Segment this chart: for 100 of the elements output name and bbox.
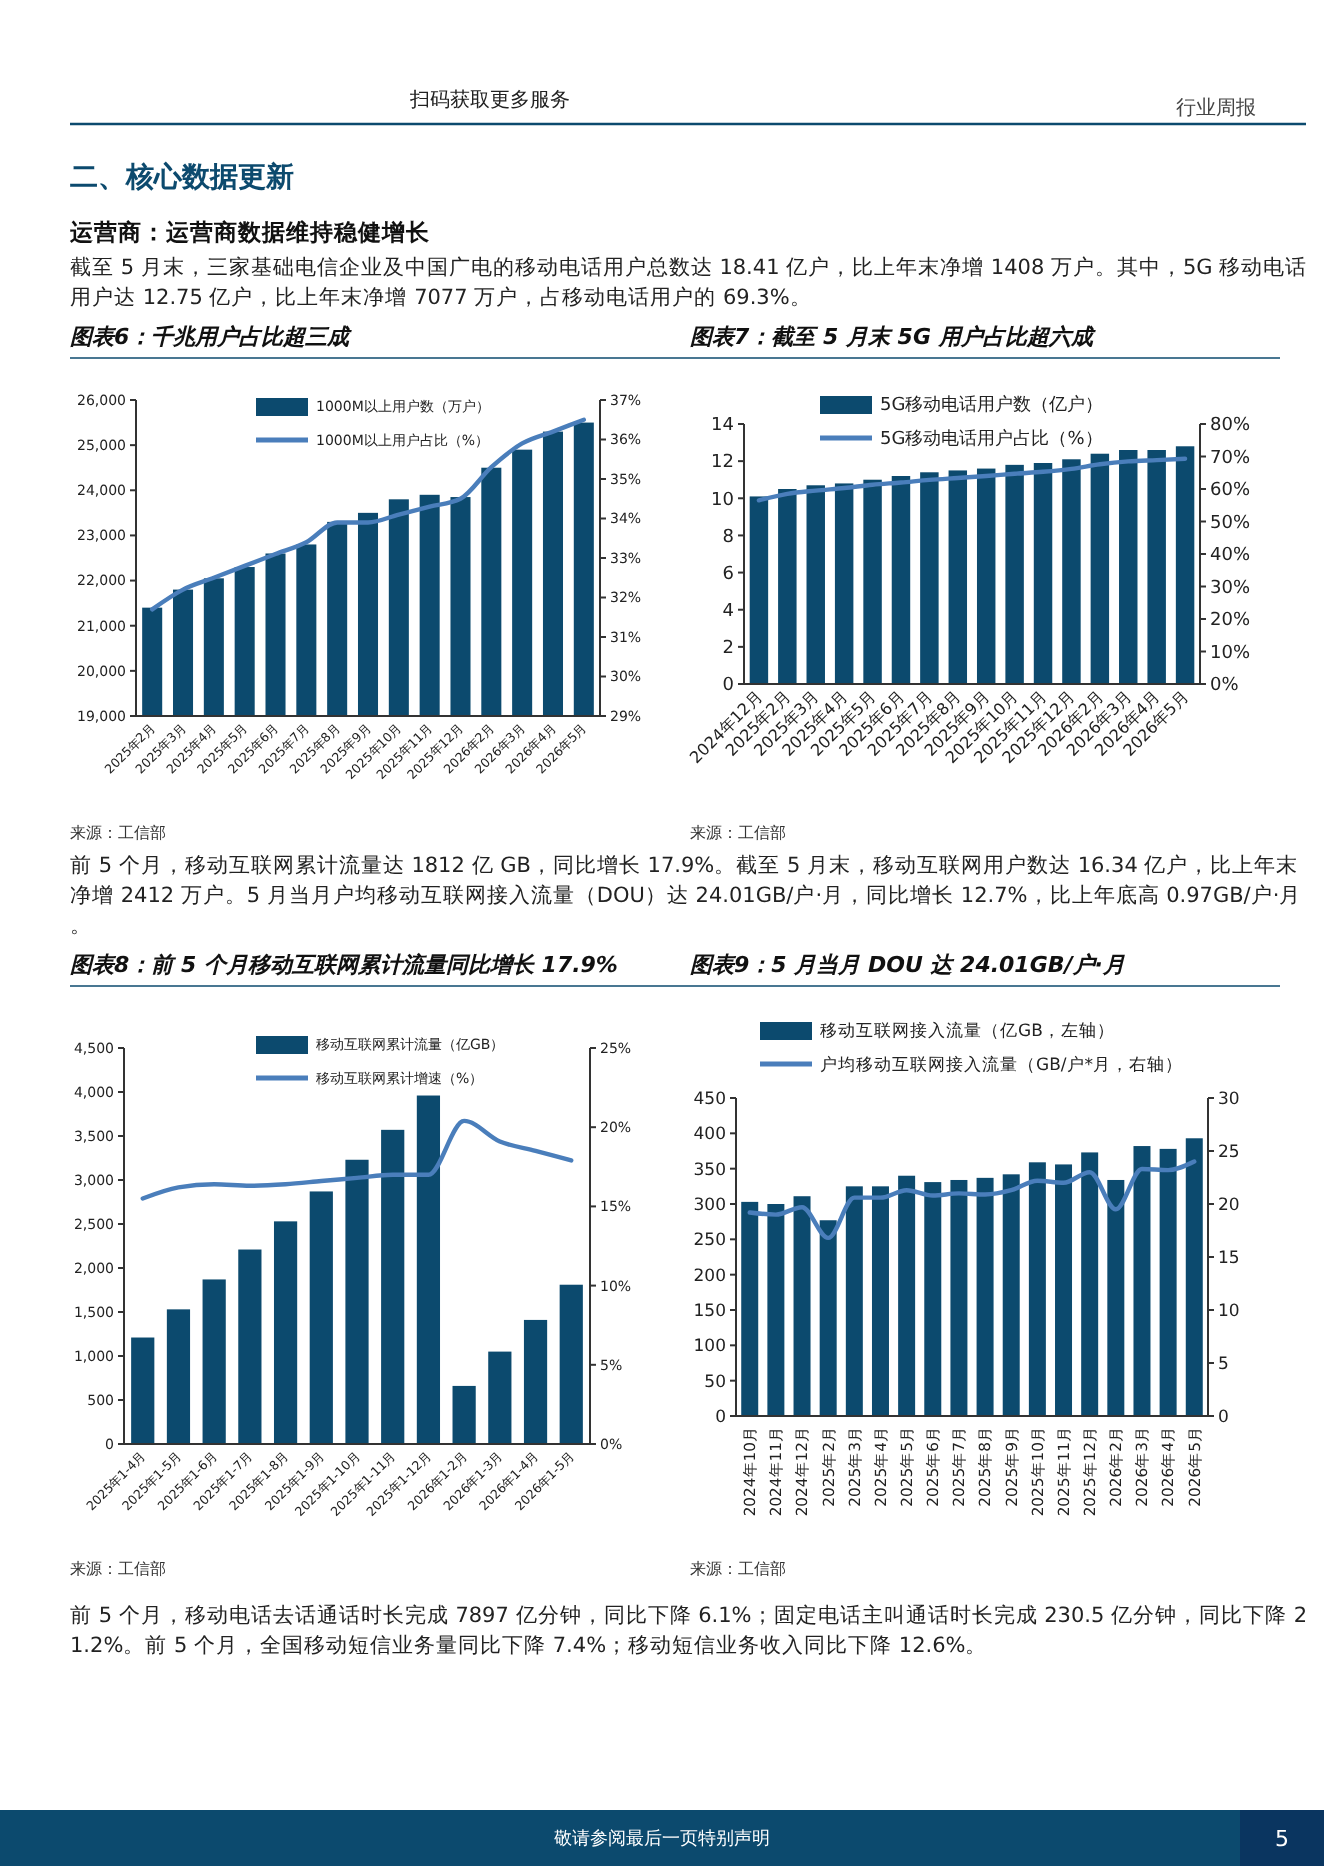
bar (273, 1221, 298, 1444)
bar (767, 1204, 785, 1416)
y2-tick-label: 10% (1210, 643, 1251, 664)
y-tick-label: 250 (693, 1231, 726, 1252)
y2-tick-label: 5 (1218, 1354, 1229, 1375)
bar (1055, 1164, 1073, 1416)
bar (309, 1191, 333, 1444)
bar (1175, 446, 1195, 684)
text: 5 (1275, 1826, 1289, 1852)
y-tick-label: 8 (722, 527, 735, 548)
y-tick-label: 350 (693, 1160, 726, 1181)
y2-tick-label: 60% (1210, 481, 1251, 502)
y-tick-label: 200 (693, 1266, 726, 1287)
y-tick-label: 150 (693, 1301, 726, 1322)
bar (920, 472, 939, 684)
bar (976, 1177, 994, 1416)
line-series (756, 456, 1188, 503)
bar (488, 1351, 512, 1444)
bar (1062, 459, 1081, 684)
bar (924, 1182, 942, 1416)
source-note: 来源：工信部 (70, 824, 166, 842)
y2-tick-label: 15 (1218, 1248, 1240, 1269)
bar (131, 1337, 155, 1444)
y2-tick-label: 10 (1218, 1301, 1240, 1322)
source-note: 来源：工信部 (690, 824, 786, 842)
bar (1185, 1138, 1203, 1416)
y-tick-label: 4 (722, 602, 735, 623)
bar (834, 483, 854, 684)
bar (559, 1284, 583, 1444)
line-series (149, 417, 587, 612)
chart-title: 图表7：截至 5 月末 5G 用户占比超六成 (690, 324, 1097, 350)
source-note: 来源：工信部 (70, 1560, 166, 1578)
bar (1119, 450, 1138, 684)
y-tick-label: 100 (693, 1337, 726, 1358)
bar (898, 1175, 916, 1416)
line-series (747, 1159, 1197, 1241)
y2-tick-label: 40% (1210, 546, 1251, 567)
bar (806, 485, 825, 684)
bar (948, 470, 968, 684)
legend-label: 5G移动电话用户数（亿户） (880, 394, 1104, 417)
y2-tick-label: 0% (1210, 676, 1240, 697)
y-tick-label: 0 (722, 676, 735, 697)
bar (871, 1186, 889, 1416)
bar (202, 1279, 226, 1444)
bar (1159, 1148, 1177, 1416)
y-tick-label: 50 (704, 1372, 726, 1393)
bar (1133, 1146, 1151, 1416)
y-tick-label: 300 (693, 1195, 726, 1216)
bar (345, 1159, 369, 1444)
bar (1028, 1162, 1046, 1416)
legend-label: 户均移动互联网接入流量（GB/户*月，右轴） (820, 1053, 1184, 1076)
bar (1002, 1174, 1020, 1416)
y-tick-label: 450 (693, 1089, 726, 1110)
y2-tick-label: 30% (1210, 578, 1251, 599)
text: 运营商：运营商数据维持稳健增长 (68, 218, 432, 246)
legend-label: 移动互联网接入流量（亿GB，左轴） (820, 1019, 1115, 1042)
y-tick-label: 14 (711, 416, 735, 437)
y2-tick-label: 30 (1218, 1089, 1240, 1110)
text: 截至 5 月末，三家基础电信企业及中国广电的移动电话用户总数达 18.41 亿户，比上年末净增 1408 万户。其中，5G 移动电话用户达 12.75 亿户，比上年末净增 7077 万户，占移动电话用户的 69.3%。 (70, 254, 1308, 310)
y2-tick-label: 20 (1218, 1195, 1240, 1216)
bar (845, 1186, 863, 1416)
bar (950, 1179, 968, 1416)
y2-tick-label: 0 (1218, 1407, 1229, 1428)
bar (793, 1196, 811, 1416)
text: 敬请参阅最后一页特别声明 (554, 1828, 770, 1850)
y-tick-label: 6 (722, 564, 735, 585)
bar (238, 1249, 262, 1444)
bar (749, 496, 769, 684)
bar (1107, 1179, 1125, 1416)
chart-title: 图表8：前 5 个月移动互联网累计流量同比增长 17.9% (70, 952, 618, 978)
bar (1081, 1152, 1099, 1416)
source-note: 来源：工信部 (690, 1560, 786, 1578)
bar (523, 1319, 548, 1444)
chart-title: 图表6：千兆用户占比超三成 (70, 324, 354, 350)
y2-tick-label: 25 (1218, 1142, 1240, 1163)
bar (381, 1129, 405, 1444)
text: 前 5 个月，移动电话去话通话时长完成 7897 亿分钟，同比下降 6.1%；固定电话主叫通话时长完成 230.5 亿分钟，同比下降 21.2%。前 5 个月，全国移动短信业务量同比下降 7.4%；移动短信业务收入同比下降 12.6%。 (70, 1602, 1308, 1658)
y-tick-label: 10 (711, 490, 735, 511)
bar (452, 1385, 476, 1444)
bar (166, 1309, 191, 1444)
chart-title: 图表9：5 月当月 DOU 达 24.01GB/户·月 (690, 952, 1125, 978)
y-tick-label: 12 (711, 453, 734, 474)
bar (416, 1095, 441, 1444)
bar (1033, 463, 1053, 684)
text: 行业周报 (1176, 96, 1256, 120)
y-tick-label: 0 (715, 1407, 726, 1428)
y-tick-label: 400 (693, 1125, 726, 1146)
bar (1147, 450, 1166, 684)
y2-tick-label: 20% (1210, 611, 1251, 632)
bar (976, 468, 996, 684)
text: 前 5 个月，移动互联网累计流量达 1812 亿 GB，同比增长 17.9%。截至 5 月末，移动互联网用户数达 16.34 亿户，比上年末净增 2412 万户。5 月当月户均移动互联网接入流量（DOU）达 24.01GB/户·月，同比增长 12.7%，比上年底高 0.97GB/户·月。 (70, 852, 1302, 938)
line-series (140, 1118, 574, 1201)
bar (863, 479, 882, 684)
y2-tick-label: 50% (1210, 513, 1251, 534)
text: 二、核心数据更新 (70, 160, 294, 194)
y2-tick-label: 70% (1210, 448, 1251, 469)
y-tick-label: 2 (722, 639, 734, 660)
bar (891, 476, 911, 684)
bar (778, 489, 797, 684)
y2-tick-label: 80% (1210, 416, 1251, 437)
